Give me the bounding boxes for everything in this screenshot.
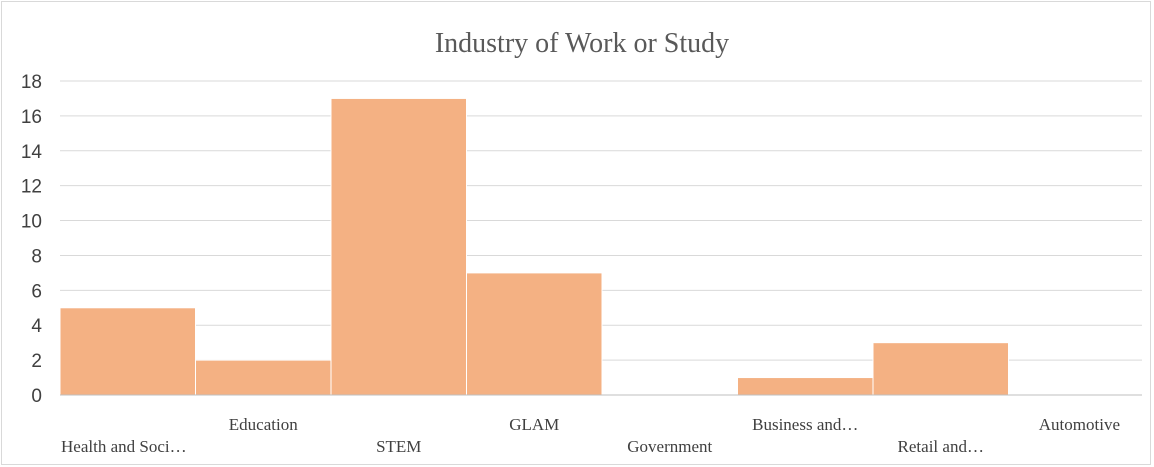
x-tick-label: Government [627, 437, 712, 456]
x-tick-label: Retail and… [898, 437, 984, 456]
x-tick-label: STEM [376, 437, 421, 456]
y-tick-label: 10 [21, 212, 42, 233]
bar [330, 97, 467, 396]
bar [466, 272, 603, 396]
y-tick-label: 0 [31, 386, 42, 407]
bar [737, 377, 874, 396]
x-tick-label: Health and Soci… [61, 437, 187, 456]
bar [872, 342, 1009, 396]
bars [59, 97, 1009, 396]
y-tick-label: 12 [21, 177, 42, 198]
y-tick-label: 4 [31, 316, 42, 337]
y-tick-label: 14 [21, 142, 43, 163]
y-tick-label: 2 [31, 351, 42, 372]
y-tick-label: 18 [21, 72, 42, 93]
y-tick-label: 8 [31, 246, 42, 267]
y-tick-label: 6 [31, 281, 42, 302]
bar [195, 359, 332, 396]
x-tick-label: Education [229, 415, 298, 434]
x-tick-label: Business and… [752, 415, 858, 434]
x-tick-label: Automotive [1039, 415, 1120, 434]
bar [59, 307, 196, 396]
y-axis-ticks: 0 2 4 6 8 10 12 14 16 18 [21, 72, 43, 407]
x-tick-label: GLAM [509, 415, 559, 434]
x-axis-ticks: Health and Soci… Education STEM GLAM Governm… [61, 415, 1120, 456]
chart-title: Industry of Work or Study [435, 28, 729, 59]
y-tick-label: 16 [21, 107, 42, 128]
